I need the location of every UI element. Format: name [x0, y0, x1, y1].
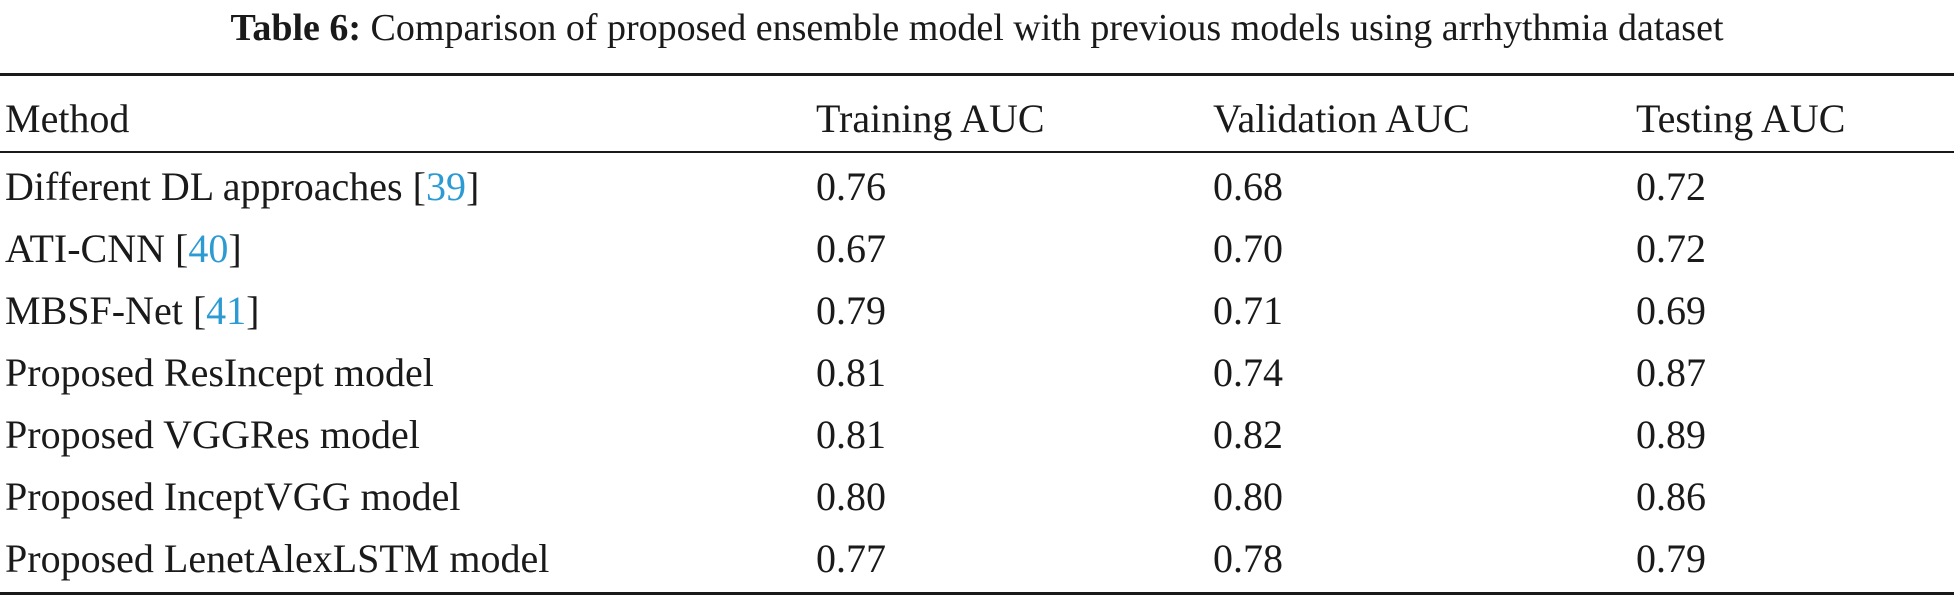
validation-auc-cell: 0.70 — [1213, 226, 1283, 271]
method-name: MBSF-Net — [5, 288, 183, 333]
table-header-row: Method Training AUC Validation AUC Testi… — [0, 88, 1954, 150]
testing-auc-cell: 0.87 — [1636, 350, 1706, 395]
validation-auc-cell: 0.74 — [1213, 350, 1283, 395]
bottom-rule — [0, 592, 1954, 595]
validation-auc-cell: 0.80 — [1213, 474, 1283, 519]
method-name: Different DL approaches — [5, 164, 403, 209]
training-auc-cell: 0.80 — [816, 474, 886, 519]
header-rule — [0, 151, 1954, 153]
training-auc-cell: 0.67 — [816, 226, 886, 271]
method-cell: Proposed InceptVGG model — [5, 474, 461, 519]
method-cell: Proposed LenetAlexLSTM model — [5, 536, 550, 581]
table-row: Proposed ResIncept model 0.81 0.74 0.87 — [0, 342, 1954, 404]
table-caption: Table 6: Comparison of proposed ensemble… — [0, 0, 1954, 58]
training-auc-cell: 0.79 — [816, 288, 886, 333]
training-auc-cell: 0.76 — [816, 164, 886, 209]
testing-auc-cell: 0.79 — [1636, 536, 1706, 581]
method-name: ATI-CNN — [5, 226, 165, 271]
validation-auc-cell: 0.68 — [1213, 164, 1283, 209]
training-auc-cell: 0.81 — [816, 412, 886, 457]
citation-link[interactable]: 39 — [425, 164, 466, 209]
testing-auc-cell: 0.72 — [1636, 164, 1706, 209]
citation-link[interactable]: 40 — [188, 226, 229, 271]
table-caption-text: Comparison of proposed ensemble model wi… — [370, 7, 1724, 49]
testing-auc-cell: 0.89 — [1636, 412, 1706, 457]
testing-auc-cell: 0.86 — [1636, 474, 1706, 519]
validation-auc-cell: 0.71 — [1213, 288, 1283, 333]
testing-auc-cell: 0.72 — [1636, 226, 1706, 271]
method-cell: Proposed ResIncept model — [5, 350, 434, 395]
top-rule — [0, 73, 1954, 76]
method-cell: Different DL approaches [39] — [5, 164, 480, 209]
header-testing-auc: Testing AUC — [1636, 96, 1846, 141]
validation-auc-cell: 0.78 — [1213, 536, 1283, 581]
training-auc-cell: 0.77 — [816, 536, 886, 581]
validation-auc-cell: 0.82 — [1213, 412, 1283, 457]
table-row: Proposed LenetAlexLSTM model 0.77 0.78 0… — [0, 528, 1954, 590]
header-training-auc: Training AUC — [816, 96, 1045, 141]
training-auc-cell: 0.81 — [816, 350, 886, 395]
header-validation-auc: Validation AUC — [1213, 96, 1470, 141]
testing-auc-cell: 0.69 — [1636, 288, 1706, 333]
method-cell: ATI-CNN [40] — [5, 226, 242, 271]
table-row: ATI-CNN [40] 0.67 0.70 0.72 — [0, 218, 1954, 280]
table-label: Table 6: — [230, 7, 362, 49]
citation-link[interactable]: 41 — [206, 288, 247, 333]
table-row: MBSF-Net [41] 0.79 0.71 0.69 — [0, 280, 1954, 342]
method-cell: MBSF-Net [41] — [5, 288, 260, 333]
table-row: Proposed VGGRes model 0.81 0.82 0.89 — [0, 404, 1954, 466]
header-method: Method — [5, 96, 130, 141]
table-row: Proposed InceptVGG model 0.80 0.80 0.86 — [0, 466, 1954, 528]
method-cell: Proposed VGGRes model — [5, 412, 420, 457]
table-row: Different DL approaches [39] 0.76 0.68 0… — [0, 156, 1954, 218]
